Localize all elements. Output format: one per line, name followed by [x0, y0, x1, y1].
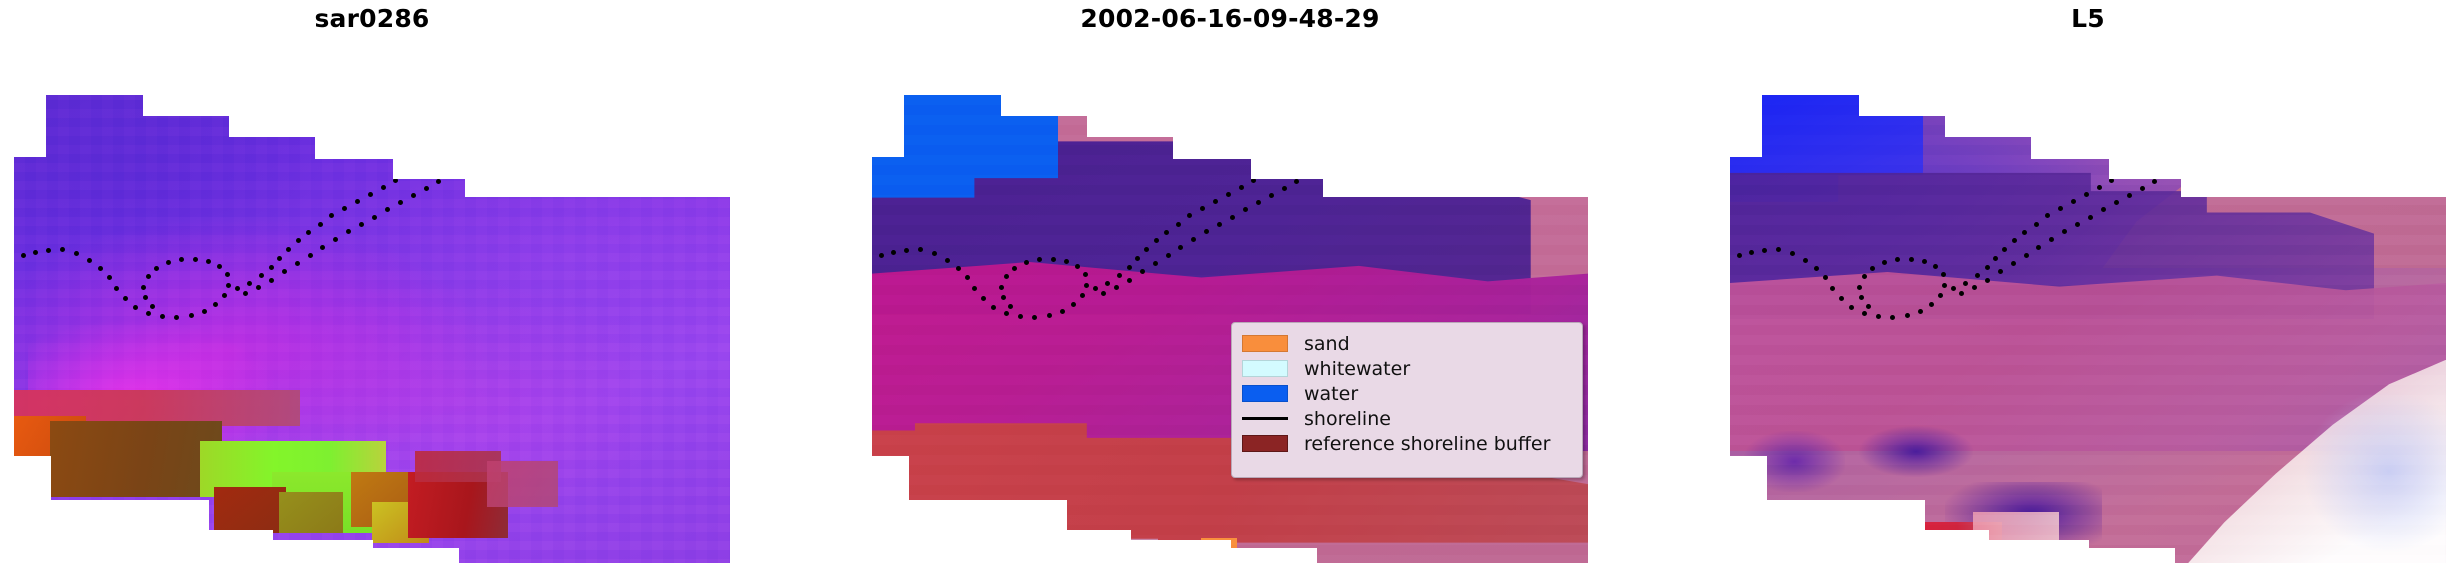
axes-sar0286[interactable] [14, 55, 730, 563]
nodata-mask-top-4 [1172, 55, 1252, 159]
nodata-mask-bottom-4 [1989, 540, 2090, 563]
nodata-mask-top-6 [465, 55, 730, 198]
nodata-mask-top-2 [1858, 55, 1945, 116]
legend-item-whitewater[interactable]: whitewater [1242, 356, 1570, 381]
nodata-mask-top-1 [904, 55, 1001, 95]
legend-item-sand[interactable]: sand [1242, 331, 1570, 356]
panel-title-timestamp: 2002-06-16-09-48-29 [1080, 4, 1380, 33]
raster-timestamp [872, 55, 1588, 563]
sar-olive-block [278, 491, 344, 533]
nodata-mask-bottom-2 [909, 499, 1067, 563]
nodata-mask-top-5 [2109, 55, 2182, 179]
water-swatch-icon [1242, 385, 1288, 402]
sand-swatch-icon [1242, 335, 1288, 352]
raster-l5 [1730, 55, 2446, 563]
nodata-mask-bottom-5 [2089, 547, 2176, 563]
nodata-mask-bottom-2 [1767, 499, 1925, 563]
whitewater-swatch-icon [1242, 360, 1288, 377]
reference-shoreline-buffer-swatch-icon [1242, 435, 1288, 452]
nodata-mask-top-2 [1000, 55, 1087, 116]
nodata-mask-bottom-1 [872, 456, 910, 563]
nodata-mask-bottom-2 [51, 499, 209, 563]
panel-l5: L5 [1716, 0, 2460, 582]
axes-timestamp[interactable] [872, 55, 1588, 563]
nodata-mask-top-4 [314, 55, 394, 159]
nodata-mask-top-3 [228, 55, 315, 138]
nodata-mask-top-6 [2181, 55, 2446, 198]
legend-label-whitewater: whitewater [1304, 357, 1411, 380]
nodata-mask-top-3 [1944, 55, 2031, 138]
nodata-mask-left-edge [14, 55, 46, 157]
nodata-mask-bottom-5 [373, 547, 460, 563]
legend-item-shoreline[interactable]: shoreline [1242, 406, 1570, 431]
shoreline-polyline-timestamp [872, 55, 1588, 563]
nodata-mask-top-2 [142, 55, 229, 116]
panel-title-sar0286: sar0286 [314, 4, 430, 33]
nodata-mask-top-1 [1762, 55, 1859, 95]
legend-label-shoreline: shoreline [1304, 407, 1391, 430]
panel-title-l5: L5 [2071, 4, 2105, 33]
sar-crimson-strip-2 [414, 451, 501, 482]
nodata-mask-bottom-1 [14, 456, 52, 563]
nodata-mask-bottom-3 [208, 529, 274, 563]
nodata-mask-left-edge [1730, 55, 1762, 157]
sar-brown-block [49, 420, 222, 497]
nodata-mask-bottom-1 [1730, 456, 1768, 563]
nodata-mask-top-3 [1086, 55, 1173, 138]
panel-timestamp: 2002-06-16-09-48-29 [858, 0, 1602, 582]
l5-pale-blue-tint [2302, 390, 2446, 553]
nodata-mask-top-4 [2030, 55, 2110, 159]
legend-box[interactable]: sand whitewater water shoreline referenc… [1231, 322, 1583, 478]
legend-label-reference-shoreline-buffer: reference shoreline buffer [1304, 432, 1551, 455]
nodata-mask-bottom-4 [1131, 540, 1232, 563]
legend-item-reference-shoreline-buffer[interactable]: reference shoreline buffer [1242, 431, 1570, 456]
nodata-mask-bottom-3 [1066, 529, 1132, 563]
nodata-mask-top-1 [46, 55, 143, 95]
panel-sar0286: sar0286 [0, 0, 744, 582]
axes-l5[interactable] [1730, 55, 2446, 563]
raster-sar0286 [14, 55, 730, 563]
nodata-mask-bottom-4 [273, 540, 374, 563]
legend-label-sand: sand [1304, 332, 1350, 355]
sar-darkred-block [214, 486, 287, 533]
nodata-mask-top-5 [393, 55, 466, 179]
nodata-mask-top-5 [1251, 55, 1324, 179]
legend-label-water: water [1304, 382, 1359, 405]
sar-pink-strip-right [486, 461, 559, 508]
l5-violet-blob-1 [1858, 425, 1974, 477]
nodata-mask-top-6 [1323, 55, 1588, 198]
shoreline-line-icon [1242, 417, 1288, 420]
nodata-mask-left-edge [872, 55, 904, 157]
nodata-mask-bottom-3 [1924, 529, 1990, 563]
legend-item-water[interactable]: water [1242, 381, 1570, 406]
nodata-mask-bottom-5 [1231, 547, 1318, 563]
